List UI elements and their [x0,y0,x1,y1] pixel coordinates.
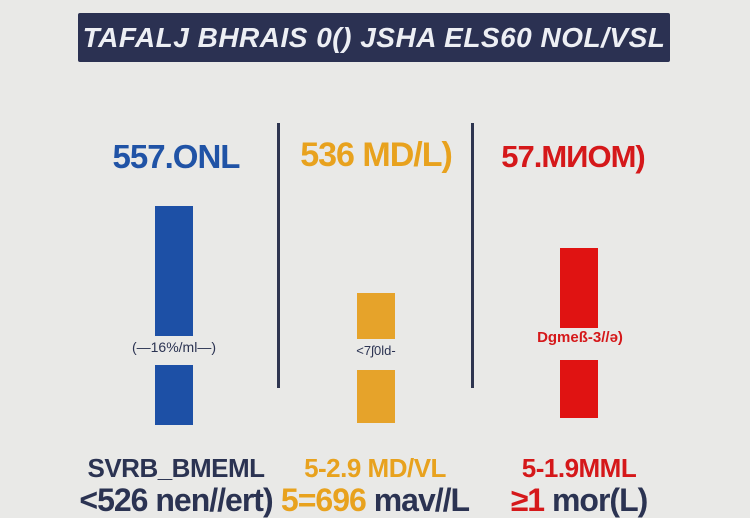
column-2-footer-line2-part1: 5=696 [280,482,374,518]
banner-title-text: TAFALJ BHRAIS 0() JSHA ELS60 NOL/VSL [82,21,666,53]
column-1-footer-line2: <526 nen//ert) [58,483,294,517]
column-3-header: 57.MИOM) [501,139,645,174]
column-2-bar-upper [357,293,395,339]
column-3-footer-line1: 5-1.9MML [521,453,637,483]
column-divider-right [471,123,474,388]
column-1-footer: SVRB_BMEML <526 nen//ert) [58,453,294,518]
title-banner: TAFALJ BHRAIS 0() JSHA ELS60 NOL/VSL [78,13,670,62]
column-3-bar-annotation: Dgmeß-3//ə) [537,329,623,346]
column-2-bar-lower [357,370,395,423]
column-divider-left [277,123,280,388]
column-1-footer-line1: SVRB_BMEML [87,453,265,483]
column-2-footer: 5-2.9 MD/VL 5=696 mav//L [272,453,478,518]
column-2-header: 536 MD/L) [300,136,453,174]
column-1-footer-line2-part1: <526 [79,482,156,518]
column-3-footer: 5-1.9MML ≥1 mor(L) [472,453,686,518]
column-2-footer-line2: 5=696 mav//L [272,483,478,517]
column-3-footer-line2-part2: mor(L) [551,482,648,518]
column-1-bar-lower [155,365,193,425]
column-3-bar-upper [560,248,598,328]
column-1-footer-line2-part2: nen//ert) [155,482,273,518]
column-2-footer-line2-part2: mav//L [373,482,470,518]
column-3-footer-line2: ≥1 mor(L) [472,483,686,517]
column-1-bar-upper [155,206,193,336]
column-1-header: 557.ONL [112,138,241,175]
column-3-footer-line2-part1: ≥1 [510,482,552,518]
column-3-bar-lower [560,360,598,418]
column-2-bar-annotation: <7ʃ0ld- [356,343,396,358]
column-2-footer-line1: 5-2.9 MD/VL [304,453,446,483]
column-1-bar-annotation: (—16%/ml—) [131,339,216,355]
